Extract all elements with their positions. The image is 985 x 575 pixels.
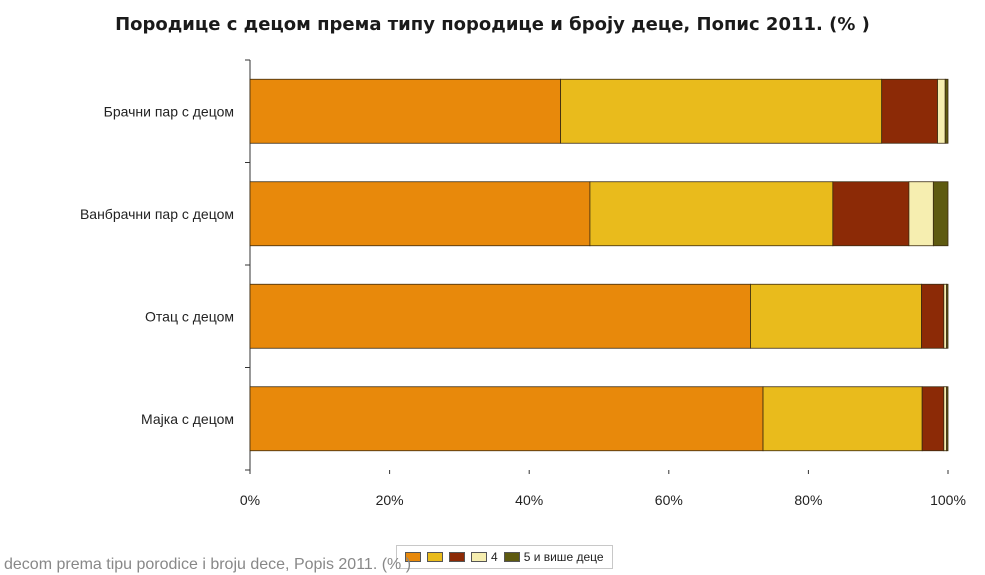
- bar-segment-3: [881, 78, 938, 144]
- bar-segment-2: [560, 78, 883, 144]
- x-tick-label: 40%: [515, 492, 543, 508]
- legend-item-5: 5 и више деце: [503, 550, 604, 564]
- image-caption: decom prema tipu porodice i broju dece, …: [4, 556, 412, 573]
- x-tick-label: 80%: [794, 492, 822, 508]
- legend-swatch-1: [405, 552, 421, 562]
- category-label: Ванбрачни пар с децом: [80, 206, 234, 222]
- bar-segment-1: [249, 181, 591, 247]
- legend-swatch-5: [503, 552, 520, 562]
- bar-segment-5: [944, 78, 949, 144]
- bar-segment-4: [943, 283, 948, 349]
- bar-segment-5: [932, 181, 949, 247]
- bar-segment-4: [943, 386, 948, 452]
- bar-segment-5: [946, 283, 949, 349]
- bar-segment-1: [249, 78, 562, 144]
- bar-segment-3: [921, 283, 945, 349]
- x-tick-label: 100%: [930, 492, 966, 508]
- bar-segment-1: [249, 386, 764, 452]
- legend: 4 5 и више деце: [396, 545, 613, 569]
- legend-item-4: 4: [471, 550, 498, 564]
- category-label: Брачни пар с децом: [104, 103, 234, 119]
- bar-segment-5: [946, 386, 949, 452]
- bar-segment-4: [937, 78, 946, 144]
- bar-segment-2: [750, 283, 922, 349]
- bar-segment-3: [832, 181, 910, 247]
- x-tick-label: 0%: [240, 492, 260, 508]
- legend-item-3: [449, 552, 465, 562]
- legend-item-2: [427, 552, 443, 562]
- bar-segment-2: [589, 181, 834, 247]
- category-label: Мајка с децом: [141, 411, 234, 427]
- x-tick-label: 60%: [655, 492, 683, 508]
- bar-segment-1: [249, 283, 751, 349]
- bar-segment-3: [921, 386, 945, 452]
- bar-segment-2: [762, 386, 923, 452]
- legend-label-5: 5 и више деце: [523, 550, 604, 564]
- legend-label-4: 4: [491, 550, 498, 564]
- chart-title: Породице с децом према типу породице и б…: [115, 14, 870, 35]
- legend-item-1: [405, 552, 421, 562]
- legend-swatch-4: [471, 552, 487, 562]
- bar-segment-4: [908, 181, 934, 247]
- legend-swatch-3: [449, 552, 465, 562]
- legend-swatch-2: [427, 552, 443, 562]
- x-tick-label: 20%: [376, 492, 404, 508]
- category-label: Отац с децом: [145, 308, 234, 324]
